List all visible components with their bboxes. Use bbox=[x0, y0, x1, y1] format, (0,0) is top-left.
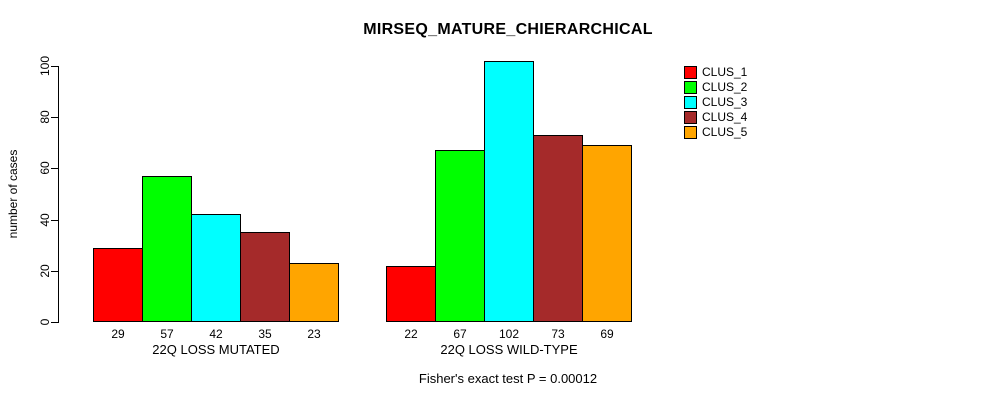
y-tick bbox=[51, 219, 58, 221]
annotation-text: Fisher's exact test P = 0.00012 bbox=[418, 371, 598, 386]
y-tick bbox=[51, 322, 58, 323]
bar-value-label: 73 bbox=[551, 327, 565, 341]
y-tick-label: 40 bbox=[38, 212, 52, 227]
y-tick-label: 60 bbox=[38, 161, 52, 176]
legend-swatch-clus_5 bbox=[684, 126, 697, 139]
legend-label: CLUS_4 bbox=[702, 110, 748, 124]
bar-clus_5-group1 bbox=[289, 263, 339, 322]
legend-label: CLUS_1 bbox=[702, 65, 748, 79]
legend-swatch-clus_4 bbox=[684, 111, 697, 124]
group-label: 22Q LOSS WILD-TYPE bbox=[440, 342, 578, 357]
legend-swatch-clus_3 bbox=[684, 96, 697, 109]
y-tick bbox=[51, 270, 58, 272]
y-tick-label: 100 bbox=[38, 55, 52, 77]
bar-value-label: 29 bbox=[111, 327, 125, 341]
bar-value-label: 42 bbox=[209, 327, 223, 341]
y-tick bbox=[51, 117, 58, 119]
bar-value-label: 22 bbox=[404, 327, 418, 341]
y-tick bbox=[51, 66, 58, 67]
y-tick-label: 80 bbox=[38, 110, 52, 124]
bar-value-label: 102 bbox=[498, 327, 520, 341]
bar-clus_1-group1 bbox=[93, 248, 143, 322]
bar-value-label: 67 bbox=[453, 327, 467, 341]
y-tick bbox=[51, 168, 58, 170]
y-tick-label: 20 bbox=[38, 264, 52, 278]
bar-clus_2-group2 bbox=[435, 150, 485, 322]
y-axis-line bbox=[58, 66, 59, 323]
bar-clus_2-group1 bbox=[142, 176, 192, 322]
legend-swatch-clus_1 bbox=[684, 66, 697, 79]
bar-clus_3-group1 bbox=[191, 214, 241, 322]
bar-clus_5-group2 bbox=[582, 145, 632, 322]
chart-title: MIRSEQ_MATURE_CHIERARCHICAL bbox=[363, 21, 653, 38]
y-tick-label: 0 bbox=[38, 318, 52, 326]
legend-label: CLUS_5 bbox=[702, 125, 748, 139]
legend-label: CLUS_2 bbox=[702, 80, 748, 94]
bar-value-label: 35 bbox=[258, 327, 272, 341]
bar-clus_4-group2 bbox=[533, 135, 583, 322]
bar-clus_1-group2 bbox=[386, 266, 436, 322]
bar-clus_3-group2 bbox=[484, 61, 534, 322]
group-label: 22Q LOSS MUTATED bbox=[152, 342, 280, 357]
bar-value-label: 23 bbox=[307, 327, 321, 341]
bar-value-label: 69 bbox=[600, 327, 614, 341]
bar-clus_4-group1 bbox=[240, 232, 290, 322]
legend-swatch-clus_2 bbox=[684, 81, 697, 94]
legend-label: CLUS_3 bbox=[702, 95, 748, 109]
bar-value-label: 57 bbox=[160, 327, 174, 341]
